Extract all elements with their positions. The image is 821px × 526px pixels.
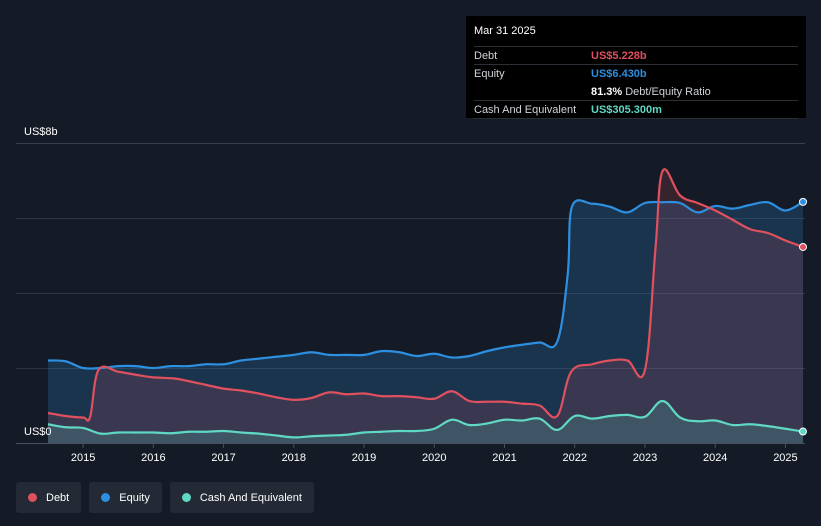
tooltip-ratio-value: 81.3% (591, 85, 623, 98)
cash-line (47, 399, 804, 439)
x-tick-label: 2016 (141, 452, 165, 464)
debt-dot-icon (28, 493, 37, 502)
tooltip-debt-row: Debt US$5.228b (474, 46, 798, 64)
x-tick-label: 2024 (703, 452, 727, 464)
x-tick-label: 2022 (563, 452, 587, 464)
x-axis-ticks: 2015 2016 2017 2018 2019 2020 2021 2022 2023 2024… (71, 443, 798, 464)
legend-debt-label: Debt (46, 491, 70, 504)
tooltip-ratio-label: Debt/Equity Ratio (625, 85, 711, 98)
legend-item-cash[interactable]: Cash And Equivalent (169, 482, 314, 513)
x-tick-label: 2023 (633, 452, 657, 464)
y-axis-bottom-label: US$0 (24, 426, 52, 438)
tooltip-equity-label: Equity (474, 67, 505, 80)
tooltip-ratio-row: 81.3% Debt/Equity Ratio (474, 82, 798, 100)
legend-cash-label: Cash And Equivalent (199, 491, 302, 504)
x-tick-label: 2019 (352, 452, 376, 464)
legend-item-debt[interactable]: Debt (16, 482, 82, 513)
legend: Debt Equity Cash And Equivalent (16, 482, 314, 513)
x-tick-label: 2018 (282, 452, 306, 464)
debt-line (47, 168, 804, 422)
tooltip-equity-row: Equity US$6.430b (474, 64, 798, 82)
equity-line (47, 199, 804, 370)
legend-equity-label: Equity (119, 491, 150, 504)
series-endpoints (799, 197, 807, 436)
debt-endpoint (799, 242, 807, 251)
series-areas (48, 169, 803, 444)
x-tick-label: 2020 (422, 452, 446, 464)
x-tick-label: 2015 (71, 452, 95, 464)
tooltip-cash-label: Cash And Equivalent (474, 103, 577, 116)
legend-item-equity[interactable]: Equity (89, 482, 162, 513)
y-axis-top-label: US$8b (24, 126, 58, 138)
tooltip-cash-row: Cash And Equivalent US$305.300m (474, 100, 798, 119)
x-tick-label: 2025 (773, 452, 797, 464)
cash-endpoint (799, 427, 807, 436)
equity-area (48, 200, 803, 443)
series-lines (47, 168, 804, 439)
tooltip-equity-value: US$6.430b (591, 67, 647, 80)
tooltip-debt-value: US$5.228b (591, 49, 647, 62)
tooltip-debt-label: Debt (474, 49, 498, 62)
tooltip-cash-value: US$305.300m (591, 103, 662, 116)
x-tick-label: 2017 (211, 452, 235, 464)
tooltip-date: Mar 31 2025 (474, 25, 536, 37)
cash-dot-icon (181, 493, 191, 502)
debt-area (48, 169, 803, 444)
tooltip-panel: Mar 31 2025 Debt US$5.228b Equity US$6.4… (466, 16, 806, 119)
x-tick-label: 2021 (492, 452, 516, 464)
equity-endpoint (799, 197, 807, 206)
equity-dot-icon (101, 493, 111, 502)
